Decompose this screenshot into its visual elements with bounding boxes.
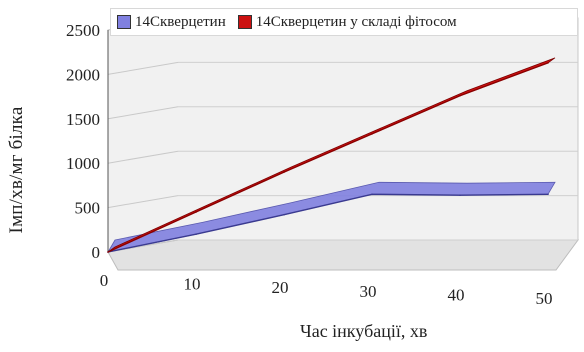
data-point-s2-0 <box>107 251 109 253</box>
x-tick-label-2: 20 <box>272 278 289 297</box>
y-tick-label-5: 2500 <box>66 21 100 40</box>
data-point-s1-3 <box>371 193 373 196</box>
y-tick-label-3: 1500 <box>66 110 100 129</box>
legend-label-series-2: 14Скверцетин у складі фітосом <box>255 13 457 30</box>
data-point-s2-1 <box>195 211 197 213</box>
gridline-diag-1 <box>107 195 179 209</box>
y-tick-label-1: 500 <box>75 199 101 218</box>
data-point-s1-5 <box>547 193 549 196</box>
x-tick-label-5: 50 <box>536 289 553 308</box>
x-axis-title: Час інкубації, хв <box>300 321 428 341</box>
legend-swatch-series-2 <box>237 15 252 29</box>
data-point-s2-3 <box>371 133 373 135</box>
x-tick-label-1: 10 <box>184 275 201 294</box>
y-axis-title-wrap: Імп/хв/мг білка <box>2 70 32 270</box>
series-line-2 <box>107 62 549 253</box>
gridline-diag-4 <box>107 61 179 75</box>
data-point-s1-4 <box>459 194 461 196</box>
plot-floor <box>107 239 579 271</box>
legend-label-series-1: 14Скверцетин <box>135 13 226 30</box>
legend-swatch-series-1 <box>117 15 131 29</box>
x-tick-label-3: 30 <box>360 282 377 301</box>
gridline-diag-3 <box>107 106 179 120</box>
legend-item-series-1: 14Скверцетин <box>117 14 226 31</box>
y-tick-label-0: 0 <box>92 243 101 262</box>
data-point-s1-1 <box>195 233 197 236</box>
data-point-s1-2 <box>283 213 285 216</box>
plot-back-wall <box>107 17 579 253</box>
data-point-s2-5 <box>547 62 549 64</box>
series-line-1 <box>107 193 549 253</box>
data-point-s2-2 <box>283 171 285 173</box>
data-point-s2-4 <box>459 94 461 97</box>
gridline-diag-2 <box>107 150 179 164</box>
y-tick-label-2: 1000 <box>66 154 100 173</box>
x-tick-label-4: 40 <box>448 285 465 304</box>
y-tick-label-4: 2000 <box>66 65 100 84</box>
x-tick-label-0: 0 <box>100 271 109 290</box>
legend-item-series-2: 14Скверцетин у складі фітосом <box>237 13 457 31</box>
chart-legend: 14Скверцетин 14Скверцетин у складі фітос… <box>110 8 578 36</box>
y-axis-title: Імп/хв/мг білка <box>6 106 27 234</box>
